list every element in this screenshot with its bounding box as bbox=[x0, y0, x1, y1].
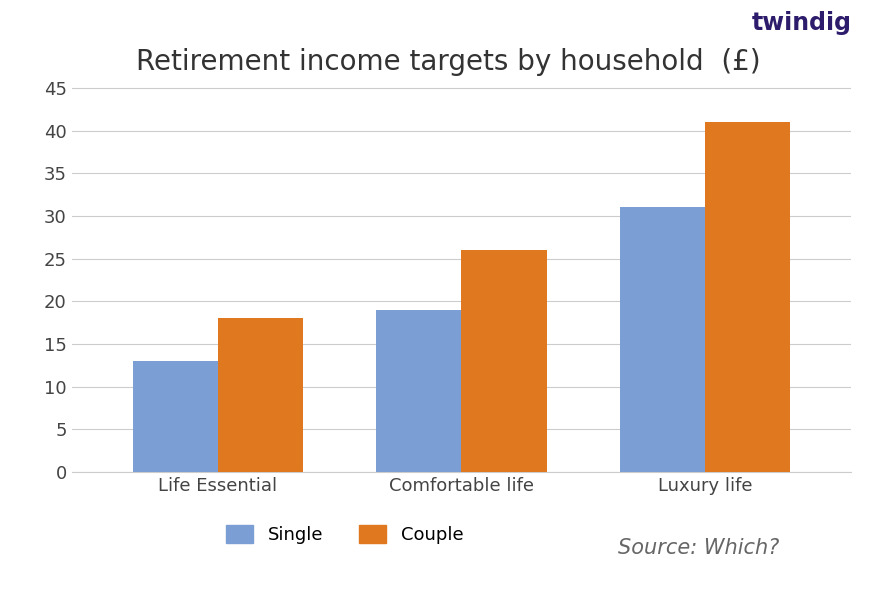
Bar bbox=[620, 207, 705, 472]
Bar bbox=[218, 319, 303, 472]
Bar bbox=[461, 250, 547, 472]
Bar bbox=[133, 361, 218, 472]
Text: twindig: twindig bbox=[752, 11, 852, 35]
Text: Source: Which?: Source: Which? bbox=[618, 537, 780, 558]
Legend: Single, Couple: Single, Couple bbox=[219, 517, 470, 551]
Bar bbox=[705, 122, 790, 472]
Bar bbox=[376, 310, 461, 472]
Text: Retirement income targets by household  (£): Retirement income targets by household (… bbox=[135, 48, 761, 76]
